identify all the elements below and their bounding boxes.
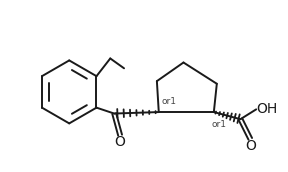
Text: O: O: [245, 139, 256, 153]
Text: O: O: [115, 135, 126, 149]
Text: or1: or1: [212, 120, 227, 129]
Text: OH: OH: [256, 102, 278, 116]
Text: or1: or1: [162, 97, 177, 106]
